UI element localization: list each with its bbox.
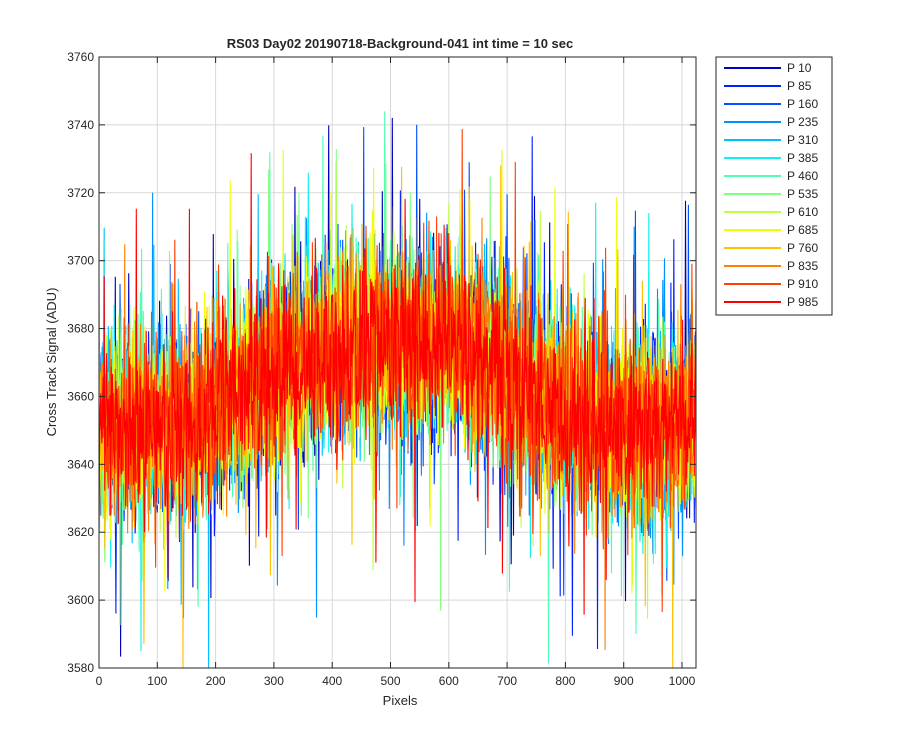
series-lines: [99, 111, 696, 668]
y-tick-label: 3740: [67, 118, 94, 132]
y-tick-label: 3700: [67, 254, 94, 268]
legend-label: P 85: [787, 79, 812, 93]
x-tick-label: 800: [555, 674, 575, 688]
legend-label: P 385: [787, 151, 818, 165]
x-tick-label: 900: [614, 674, 634, 688]
y-tick-label: 3580: [67, 661, 94, 675]
y-axis-label: Cross Track Signal (ADU): [44, 288, 59, 437]
y-tick-label: 3620: [67, 525, 94, 539]
y-tick-label: 3760: [67, 50, 94, 64]
x-axis-label: Pixels: [383, 693, 418, 708]
x-tick-label: 400: [322, 674, 342, 688]
x-tick-label: 0: [96, 674, 103, 688]
legend-label: P 310: [787, 133, 818, 147]
y-tick-label: 3660: [67, 389, 94, 403]
y-tick-label: 3680: [67, 322, 94, 336]
legend-label: P 235: [787, 115, 818, 129]
x-tick-label: 600: [439, 674, 459, 688]
y-tick-label: 3640: [67, 457, 94, 471]
legend-label: P 460: [787, 169, 818, 183]
legend-label: P 910: [787, 277, 818, 291]
legend: P 10 P 85 P 160 P 235 P 310 P 385 P 460 P 535 P …: [715, 56, 833, 316]
plot-frame: [98, 56, 697, 669]
series-line-p985: [99, 153, 696, 615]
legend-box: [715, 56, 833, 316]
chart-title: RS03 Day02 20190718-Background-041 int t…: [227, 36, 574, 51]
legend-label: P 685: [787, 223, 818, 237]
legend-label: P 10: [787, 61, 812, 75]
x-tick-label: 300: [264, 674, 284, 688]
legend-label: P 535: [787, 187, 818, 201]
y-tick-label: 3600: [67, 593, 94, 607]
x-tick-label: 1000: [669, 674, 696, 688]
axis-ticks: 0 100 200 300 400 500 600 700 800 900 1000 3580 3600…: [67, 50, 696, 688]
x-tick-label: 100: [147, 674, 167, 688]
legend-label: P 160: [787, 97, 818, 111]
legend-label: P 835: [787, 259, 818, 273]
x-tick-label: 200: [206, 674, 226, 688]
legend-label: P 610: [787, 205, 818, 219]
y-tick-label: 3720: [67, 186, 94, 200]
legend-label: P 760: [787, 241, 818, 255]
x-tick-label: 700: [497, 674, 517, 688]
legend-label: P 985: [787, 295, 818, 309]
x-tick-label: 500: [380, 674, 400, 688]
